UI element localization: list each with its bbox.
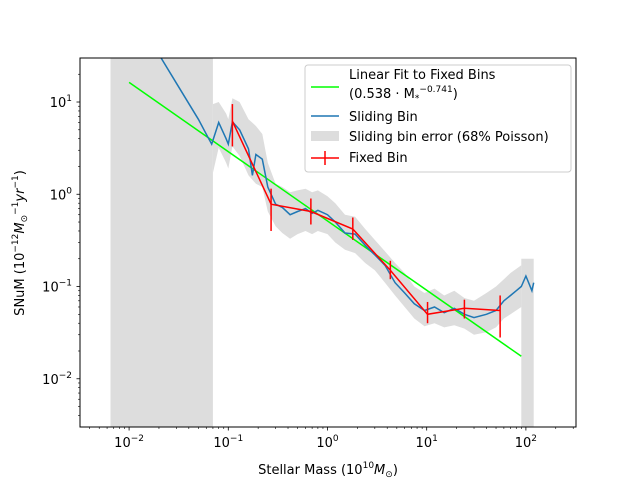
x-tick-label: 101 <box>416 434 438 451</box>
y-tick-group: 10−2 10−1 100 101 <box>42 73 80 416</box>
fit-line <box>128 81 522 357</box>
y-axis-label: SNuM (10−12M⊙−1yr−1) <box>11 170 30 316</box>
legend-sliding-label: Sliding Bin <box>349 110 418 125</box>
x-axis-label: Stellar Mass (1010M⊙) <box>258 461 398 480</box>
error-band-segment-0 <box>110 58 213 427</box>
error-band-segment-2 <box>521 258 534 427</box>
error-band-segment-1 <box>212 98 522 335</box>
legend: Linear Fit to Fixed Bins (0.538 · M*−0.7… <box>304 64 572 173</box>
x-tick-group: 10−2 10−1 100 101 102 <box>89 427 574 451</box>
errorbar-group <box>231 104 501 338</box>
legend-error-swatch <box>311 131 339 141</box>
y-tick-label: 101 <box>50 94 72 111</box>
fixed-bin-line <box>231 120 501 316</box>
legend-fit-label: Linear Fit to Fixed Bins <box>349 68 496 83</box>
legend-error-label: Sliding bin error (68% Poisson) <box>349 130 549 145</box>
legend-box <box>304 64 572 173</box>
x-tick-label: 10−1 <box>213 434 243 451</box>
y-tick-label: 10−2 <box>42 371 72 388</box>
x-tick-label: 10−2 <box>114 434 144 451</box>
y-tick-label: 10−1 <box>42 279 72 296</box>
x-tick-label: 102 <box>515 434 537 451</box>
error-band-group <box>110 58 534 427</box>
x-tick-label: 100 <box>316 434 339 451</box>
legend-fit-formula: (0.538 · M*−0.741) <box>349 85 458 104</box>
y-tick-label: 100 <box>50 186 73 203</box>
legend-fixed-label: Fixed Bin <box>349 151 408 166</box>
